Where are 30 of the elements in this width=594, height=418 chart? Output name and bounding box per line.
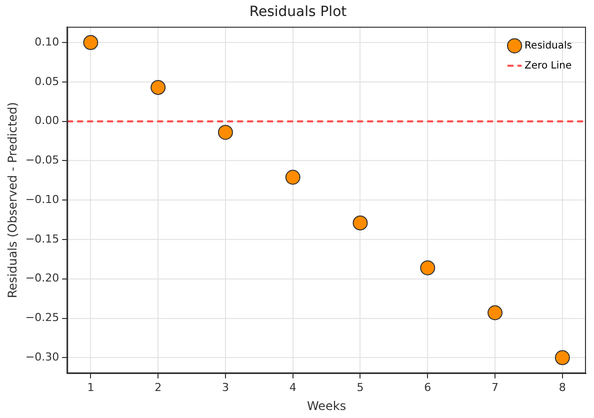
y-tick-label: 0.00 [34, 114, 60, 128]
y-tick-label: −0.10 [25, 192, 60, 206]
chart-title: Residuals Plot [249, 4, 348, 20]
x-tick-label: 3 [222, 380, 229, 394]
x-tick-label: 1 [87, 380, 94, 394]
point [285, 170, 300, 185]
point [352, 215, 368, 230]
x-tick-label: 5 [356, 380, 364, 394]
y-tick-label: −0.20 [25, 272, 60, 285]
point [554, 350, 570, 366]
y-tick-label: −0.25 [25, 311, 60, 324]
legend-label: Residuals [524, 40, 572, 52]
x-tick-label: 2 [154, 380, 162, 394]
y-axis-title: Residuals (Observed - Predicted) [5, 102, 20, 298]
y-tick-label: −0.30 [25, 350, 60, 364]
x-tick-label: 8 [558, 380, 566, 394]
point [83, 35, 98, 50]
point [488, 305, 503, 320]
x-tick-label: 7 [492, 380, 499, 394]
x-tick-label: 4 [289, 380, 296, 394]
y-tick-label: 0.10 [34, 35, 60, 48]
y-tick-label: −0.15 [25, 232, 60, 246]
y-tick-label: −0.05 [25, 154, 60, 167]
x-axis-title: Weeks [306, 398, 346, 413]
y-tick-label: 0.05 [34, 74, 60, 88]
x-tick-label: 6 [424, 380, 432, 394]
point [420, 260, 436, 276]
point [218, 124, 233, 140]
point [150, 80, 166, 95]
legend-label: Zero Line [524, 60, 572, 72]
